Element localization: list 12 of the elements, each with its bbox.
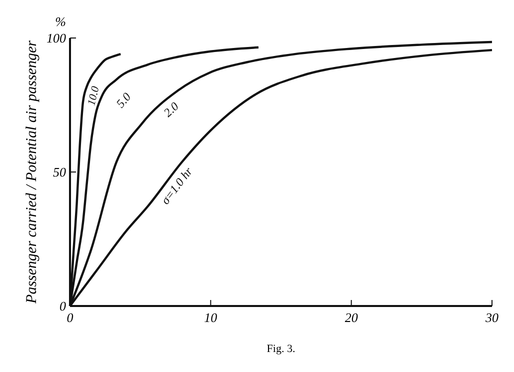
text: 10.0 (86, 84, 102, 107)
text: % (55, 14, 66, 29)
text: 2.0 (160, 99, 182, 120)
y-tick-label: 100 (46, 30, 66, 46)
text: 5.0 (113, 90, 134, 110)
x-tick-label: 30 (484, 310, 499, 325)
y-tick-label: 50 (53, 164, 66, 180)
x-tick-label: 20 (344, 310, 358, 325)
caption: Fig. 3. (266, 343, 296, 355)
x-tick-label: 10 (204, 310, 218, 325)
y-tick-label: 0 (60, 298, 66, 314)
y-axis-title: Passenger carried / Potential air passenger (24, 40, 40, 304)
